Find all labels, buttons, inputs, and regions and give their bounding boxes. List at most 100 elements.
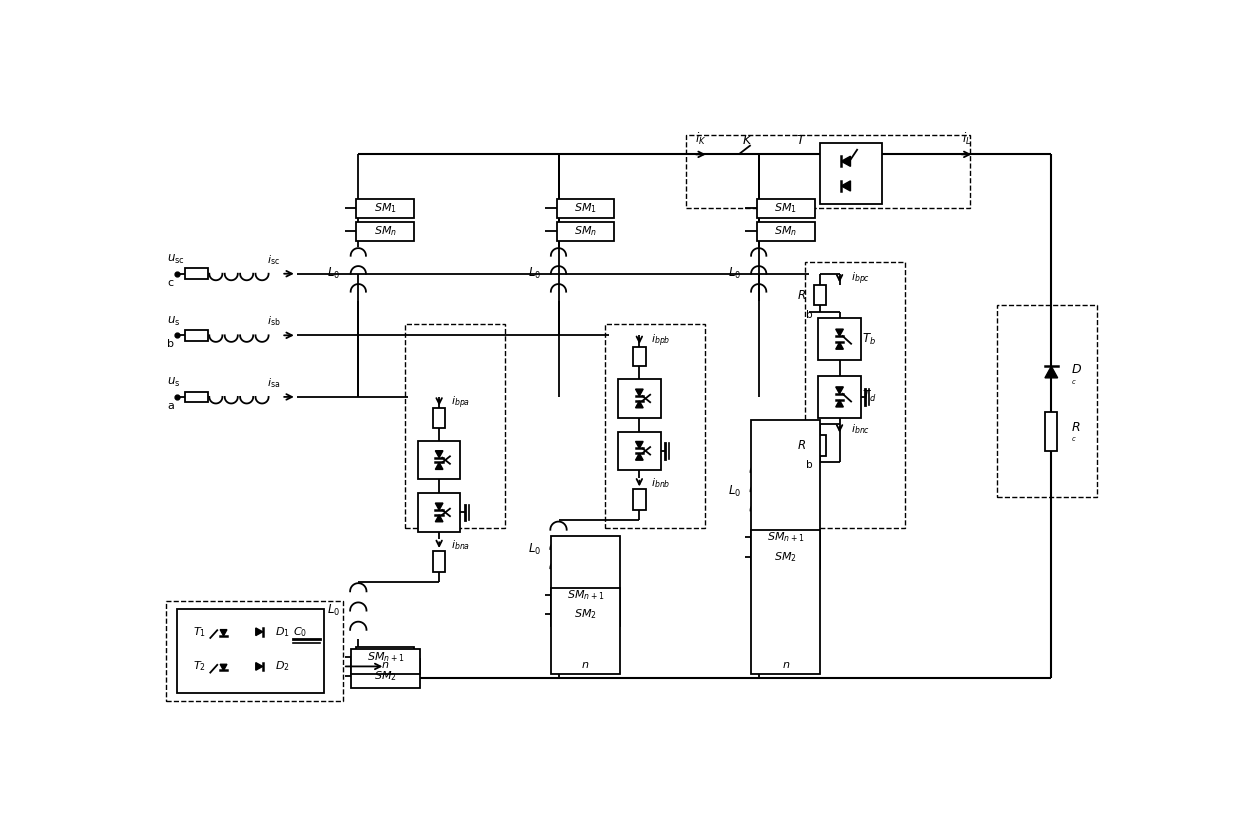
Bar (351, 658, 420, 688)
Bar (686, 135, 971, 209)
Text: $i_{bpc}$: $i_{bpc}$ (851, 271, 870, 287)
Text: $K$: $K$ (742, 133, 753, 146)
Polygon shape (435, 462, 443, 470)
Bar (433, 551, 445, 572)
Text: $D$: $D$ (1070, 363, 1081, 376)
Bar (551, 588, 620, 674)
Bar (418, 441, 460, 479)
Text: $i_K$: $i_K$ (696, 131, 707, 146)
Text: $T_b$: $T_b$ (862, 331, 875, 347)
Bar (751, 530, 821, 674)
Polygon shape (836, 342, 843, 349)
Text: $L_0$: $L_0$ (527, 542, 541, 556)
Polygon shape (636, 389, 644, 396)
Bar (634, 489, 646, 510)
Polygon shape (836, 329, 843, 336)
Bar (634, 347, 646, 366)
Polygon shape (435, 515, 443, 522)
Polygon shape (841, 181, 851, 191)
Text: $R$: $R$ (797, 289, 806, 302)
Text: $u_{\rm sc}$: $u_{\rm sc}$ (167, 253, 185, 266)
Bar (821, 143, 882, 204)
Text: $R$: $R$ (1070, 421, 1080, 434)
Bar (418, 493, 460, 532)
Text: $L_0$: $L_0$ (527, 266, 541, 281)
Bar (557, 199, 614, 218)
Bar (551, 536, 620, 627)
Text: $L_0$: $L_0$ (728, 483, 742, 499)
Text: $T_1$: $T_1$ (192, 625, 206, 639)
Polygon shape (636, 442, 644, 448)
Bar (997, 304, 1097, 497)
Text: $SM_{n+1}$: $SM_{n+1}$ (768, 531, 805, 544)
Polygon shape (841, 156, 851, 166)
Polygon shape (836, 400, 843, 407)
Bar (185, 330, 208, 341)
Bar (805, 263, 905, 528)
Text: $i_{\rm sa}$: $i_{\rm sa}$ (267, 376, 280, 390)
Text: $SM_2$: $SM_2$ (774, 550, 797, 564)
Bar (756, 199, 815, 218)
Text: b: b (806, 309, 813, 320)
Polygon shape (1045, 366, 1058, 378)
Bar (756, 528, 815, 547)
Bar (557, 605, 614, 624)
Polygon shape (636, 453, 644, 461)
Text: $i_L$: $i_L$ (962, 131, 971, 146)
Bar (619, 380, 661, 418)
Bar (185, 392, 208, 402)
Text: $R$: $R$ (797, 439, 806, 452)
Text: $n$: $n$ (781, 660, 790, 670)
Text: $SM_n$: $SM_n$ (373, 224, 397, 238)
Text: $T_d$: $T_d$ (862, 389, 875, 404)
Text: $D_1$: $D_1$ (275, 625, 290, 639)
Bar (433, 408, 445, 428)
Text: $SM_1$: $SM_1$ (774, 201, 797, 215)
Bar (404, 324, 505, 528)
Text: $i_{bna}$: $i_{bna}$ (450, 538, 470, 551)
Text: $L_0$: $L_0$ (327, 266, 341, 281)
Bar (756, 222, 815, 241)
Bar (557, 586, 614, 605)
Polygon shape (435, 503, 443, 510)
Text: $SM_n$: $SM_n$ (574, 224, 596, 238)
Text: $SM_{n+1}$: $SM_{n+1}$ (367, 649, 404, 663)
Text: c: c (167, 277, 174, 288)
Text: $SM_n$: $SM_n$ (774, 224, 797, 238)
Bar (185, 268, 208, 279)
Polygon shape (221, 630, 227, 636)
Text: $i_{\rm sb}$: $i_{\rm sb}$ (267, 315, 280, 328)
Text: $i_{bnb}$: $i_{bnb}$ (651, 476, 671, 490)
Bar (557, 222, 614, 241)
Bar (818, 318, 861, 361)
Bar (356, 667, 414, 685)
Bar (166, 601, 343, 701)
Bar (818, 375, 861, 418)
Bar (605, 324, 704, 528)
Text: $L_0$: $L_0$ (728, 266, 742, 281)
Text: $SM_1$: $SM_1$ (574, 201, 596, 215)
Bar (619, 432, 661, 470)
Polygon shape (435, 451, 443, 457)
Bar (356, 199, 414, 218)
Polygon shape (255, 663, 263, 670)
Text: $i_{\rm sc}$: $i_{\rm sc}$ (267, 253, 280, 267)
Polygon shape (636, 401, 644, 408)
Bar (177, 609, 324, 694)
Text: $n$: $n$ (582, 660, 589, 670)
Text: $i_{bpb}$: $i_{bpb}$ (651, 332, 671, 349)
Text: $C_0$: $C_0$ (293, 625, 308, 639)
Text: $SM_{n+1}$: $SM_{n+1}$ (567, 588, 604, 602)
Bar (351, 649, 420, 674)
Bar (751, 420, 821, 569)
Text: $T$: $T$ (796, 133, 806, 146)
Text: $_c$: $_c$ (1070, 434, 1076, 444)
Bar (1045, 412, 1058, 451)
Bar (756, 547, 815, 566)
Polygon shape (255, 628, 263, 636)
Text: $i_{bpa}$: $i_{bpa}$ (450, 394, 470, 411)
Bar (356, 647, 414, 667)
Text: $n$: $n$ (381, 660, 389, 670)
Text: $i_{bnc}$: $i_{bnc}$ (851, 422, 870, 436)
Text: $_c$: $_c$ (1070, 376, 1076, 387)
